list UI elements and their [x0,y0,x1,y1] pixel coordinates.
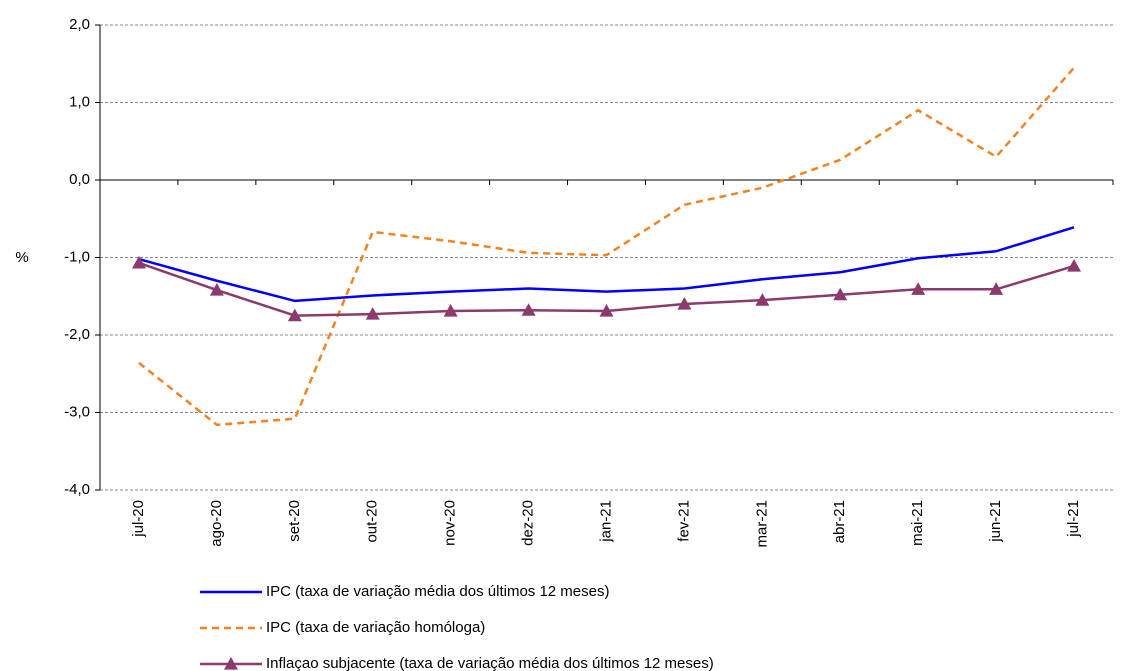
y-tick-label: 1,0 [69,93,90,110]
y-tick-label: 0,0 [69,171,90,188]
legend-label: IPC (taxa de variação homóloga) [266,619,485,636]
point-marker [521,303,536,316]
x-tick-label: jan-21 [597,500,614,543]
y-tick-label: -2,0 [64,326,90,343]
point-marker [131,255,146,269]
x-tick-label: jul-21 [1065,500,1082,538]
x-tick-label: out-20 [364,500,381,543]
x-tick-label: abr-21 [831,500,848,543]
y-tick-label: 2,0 [69,16,90,33]
point-marker [833,287,848,301]
legend-marker [224,657,238,670]
x-tick-label: mai-21 [909,500,926,546]
legend-label: IPC (taxa de variação média dos últimos … [266,583,609,600]
point-marker [677,297,692,310]
x-tick-label: set-20 [286,500,303,542]
point-marker [911,282,926,295]
legend-label: Inflaçao subjacente (taxa de variação mé… [266,655,714,671]
point-marker [1067,259,1082,272]
point-marker [989,282,1004,295]
point-marker [287,308,302,322]
x-tick-label: ago-20 [208,500,225,547]
series-line [138,226,1075,303]
x-tick-label: dez-20 [520,500,537,546]
point-marker [755,293,770,306]
x-tick-label: mar-21 [753,500,770,548]
point-marker [365,307,380,320]
x-tick-label: jun-21 [987,500,1004,543]
x-tick-label: jul-20 [130,500,147,538]
y-tick-label: -3,0 [64,403,90,420]
y-tick-label: -1,0 [64,248,90,265]
series-line [138,66,1075,427]
point-marker [599,303,614,317]
x-tick-label: fev-21 [675,500,692,542]
point-marker [209,283,224,296]
y-tick-label: -4,0 [64,481,90,498]
y-axis-label: % [15,249,28,266]
point-marker [443,303,458,317]
x-tick-label: nov-20 [442,500,459,546]
